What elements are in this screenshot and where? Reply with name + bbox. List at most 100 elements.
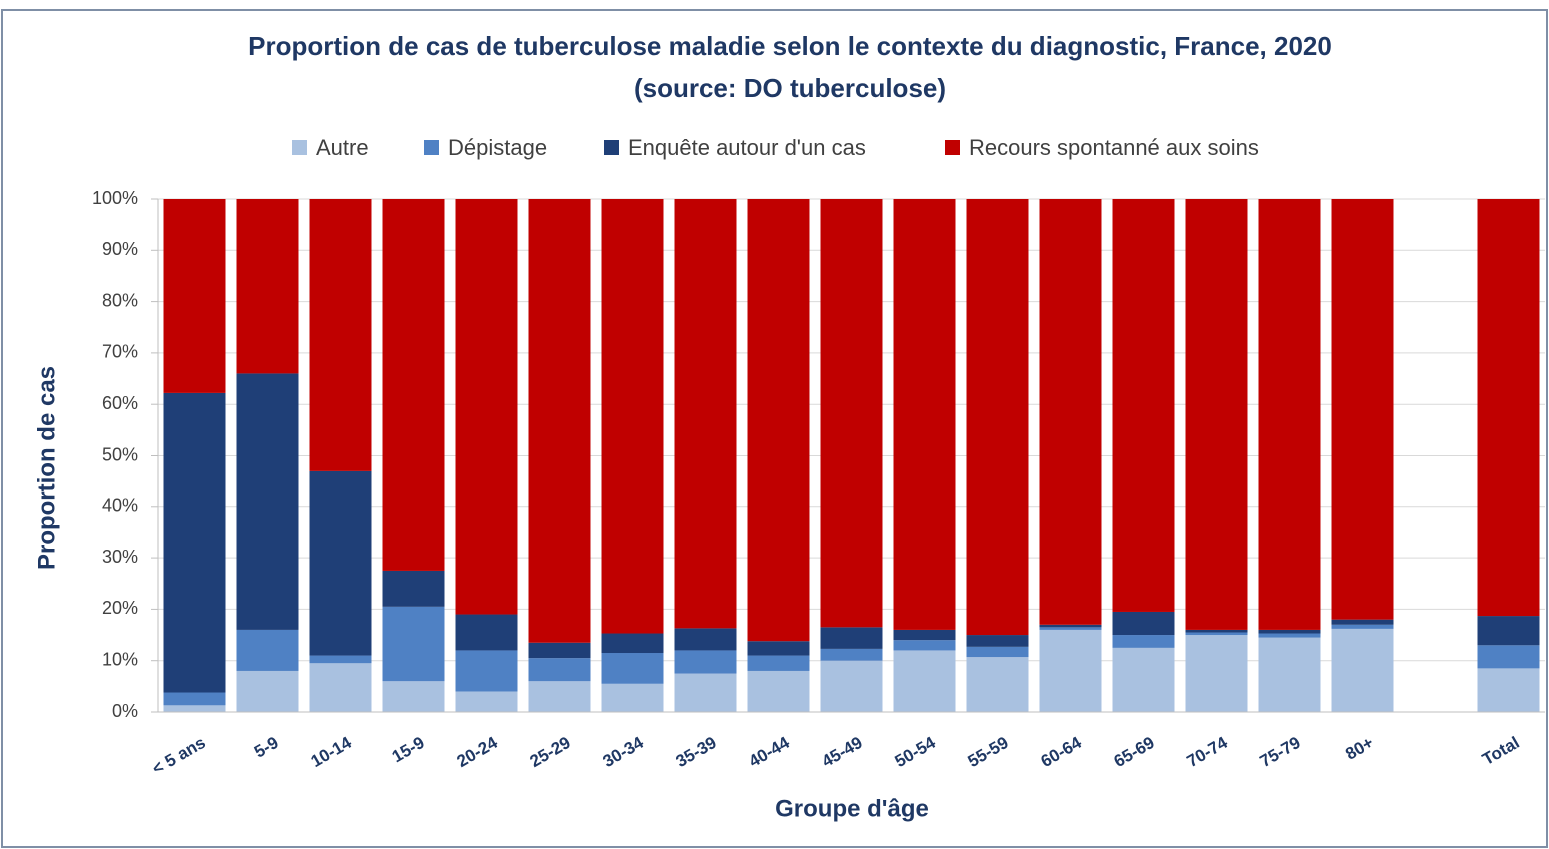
bar-segment xyxy=(820,648,883,661)
x-tick-label: 55-59 xyxy=(965,733,1012,771)
x-tick-label: Total xyxy=(1479,733,1523,769)
bar-segment xyxy=(1185,629,1248,633)
bar-segment xyxy=(163,692,226,706)
bar-segment xyxy=(966,657,1029,712)
bar-segment xyxy=(455,614,518,651)
bar-segment xyxy=(1112,647,1175,712)
bar-segment xyxy=(309,470,372,656)
bar-segment xyxy=(1185,635,1248,712)
x-tick-label: 25-29 xyxy=(527,733,574,771)
y-tick-label: 100% xyxy=(92,188,138,208)
bar-segment xyxy=(1185,632,1248,636)
chart-title: Proportion de cas de tuberculose maladie… xyxy=(248,31,1332,61)
bar-segment xyxy=(1039,199,1102,625)
x-tick-label: 15-9 xyxy=(389,733,428,766)
x-tick-label: 40-44 xyxy=(746,733,794,771)
x-tick-label: 45-49 xyxy=(819,733,866,771)
legend-label: Dépistage xyxy=(448,135,547,160)
y-tick-label: 50% xyxy=(102,444,138,464)
bar-segment xyxy=(601,199,664,634)
y-tick-label: 0% xyxy=(112,701,138,721)
x-tick-label: 35-39 xyxy=(673,733,720,771)
bar-segment xyxy=(528,199,591,643)
bar-segment xyxy=(966,199,1029,636)
bar-segment xyxy=(1258,633,1321,638)
bar-segment xyxy=(893,640,956,651)
bar-segment xyxy=(236,199,299,374)
bar-segment xyxy=(601,633,664,654)
bar-segment xyxy=(163,705,226,712)
bar-segment xyxy=(1112,611,1175,636)
bar-segment xyxy=(1258,199,1321,630)
bar-segment xyxy=(747,655,810,671)
bar-segment xyxy=(1258,637,1321,712)
y-tick-label: 40% xyxy=(102,496,138,516)
bar-segment xyxy=(1331,199,1394,620)
bar-segment xyxy=(1477,616,1540,646)
bar-segment xyxy=(820,627,883,649)
bar-segment xyxy=(674,673,737,712)
bar-segment xyxy=(1477,668,1540,712)
x-tick-label: 70-74 xyxy=(1184,733,1232,771)
y-tick-label: 30% xyxy=(102,547,138,567)
bar-segment xyxy=(1477,645,1540,669)
x-tick-label: 60-64 xyxy=(1038,733,1086,771)
y-tick-label: 10% xyxy=(102,649,138,669)
bar-segment xyxy=(601,653,664,684)
bar-segment xyxy=(236,629,299,671)
y-tick-label: 80% xyxy=(102,290,138,310)
bar-segment xyxy=(528,658,591,682)
y-tick-label: 20% xyxy=(102,598,138,618)
bar-segment xyxy=(528,642,591,659)
bar-segment xyxy=(382,570,445,607)
legend-label: Recours spontanné aux soins xyxy=(969,135,1259,160)
bar-segment xyxy=(1039,627,1102,630)
bar-segment xyxy=(1331,624,1394,629)
bar-segment xyxy=(747,670,810,712)
bar-segment xyxy=(455,650,518,692)
bar-segment xyxy=(893,199,956,630)
bar-segment xyxy=(1477,199,1540,617)
bar-segment xyxy=(309,663,372,712)
bar-segment xyxy=(1039,629,1102,712)
y-tick-label: 60% xyxy=(102,393,138,413)
bar-segment xyxy=(455,199,518,615)
bar-segment xyxy=(747,641,810,656)
y-tick-label: 90% xyxy=(102,239,138,259)
bar-segment xyxy=(236,373,299,630)
x-axis-title: Groupe d'âge xyxy=(775,795,929,822)
bar-segment xyxy=(1112,199,1175,612)
bar-segment xyxy=(1331,628,1394,712)
legend-swatch xyxy=(424,140,439,155)
x-tick-label: 80+ xyxy=(1342,733,1377,764)
x-tick-label: 20-24 xyxy=(454,733,502,771)
bar-segment xyxy=(309,199,372,471)
bar-segment xyxy=(163,392,226,693)
x-tick-label: 65-69 xyxy=(1111,733,1158,771)
x-tick-label: 5-9 xyxy=(251,733,282,762)
bar-segment xyxy=(236,670,299,712)
x-tick-label: 75-79 xyxy=(1257,733,1304,771)
y-tick-label: 70% xyxy=(102,342,138,362)
bar-segment xyxy=(820,660,883,712)
bar-segment xyxy=(966,646,1029,658)
bar-segment xyxy=(674,199,737,629)
chart-subtitle: (source: DO tuberculose) xyxy=(634,73,946,103)
x-tick-label: 30-34 xyxy=(600,733,648,771)
bar-segment xyxy=(966,635,1029,647)
bar-segment xyxy=(893,650,956,712)
bar-segment xyxy=(163,199,226,393)
bar-segment xyxy=(309,655,372,664)
bar-segment xyxy=(1112,635,1175,648)
legend-swatch xyxy=(945,140,960,155)
bar-segment xyxy=(1331,619,1394,625)
bar-segment xyxy=(1039,624,1102,628)
bar-segment xyxy=(528,681,591,712)
bar-segment xyxy=(820,199,883,628)
bar-segment xyxy=(674,628,737,651)
bar-segment xyxy=(382,606,445,682)
bar-segment xyxy=(893,629,956,641)
bar-segment xyxy=(601,683,664,712)
bar-segment xyxy=(382,681,445,712)
y-axis-title: Proportion de cas xyxy=(33,366,60,570)
